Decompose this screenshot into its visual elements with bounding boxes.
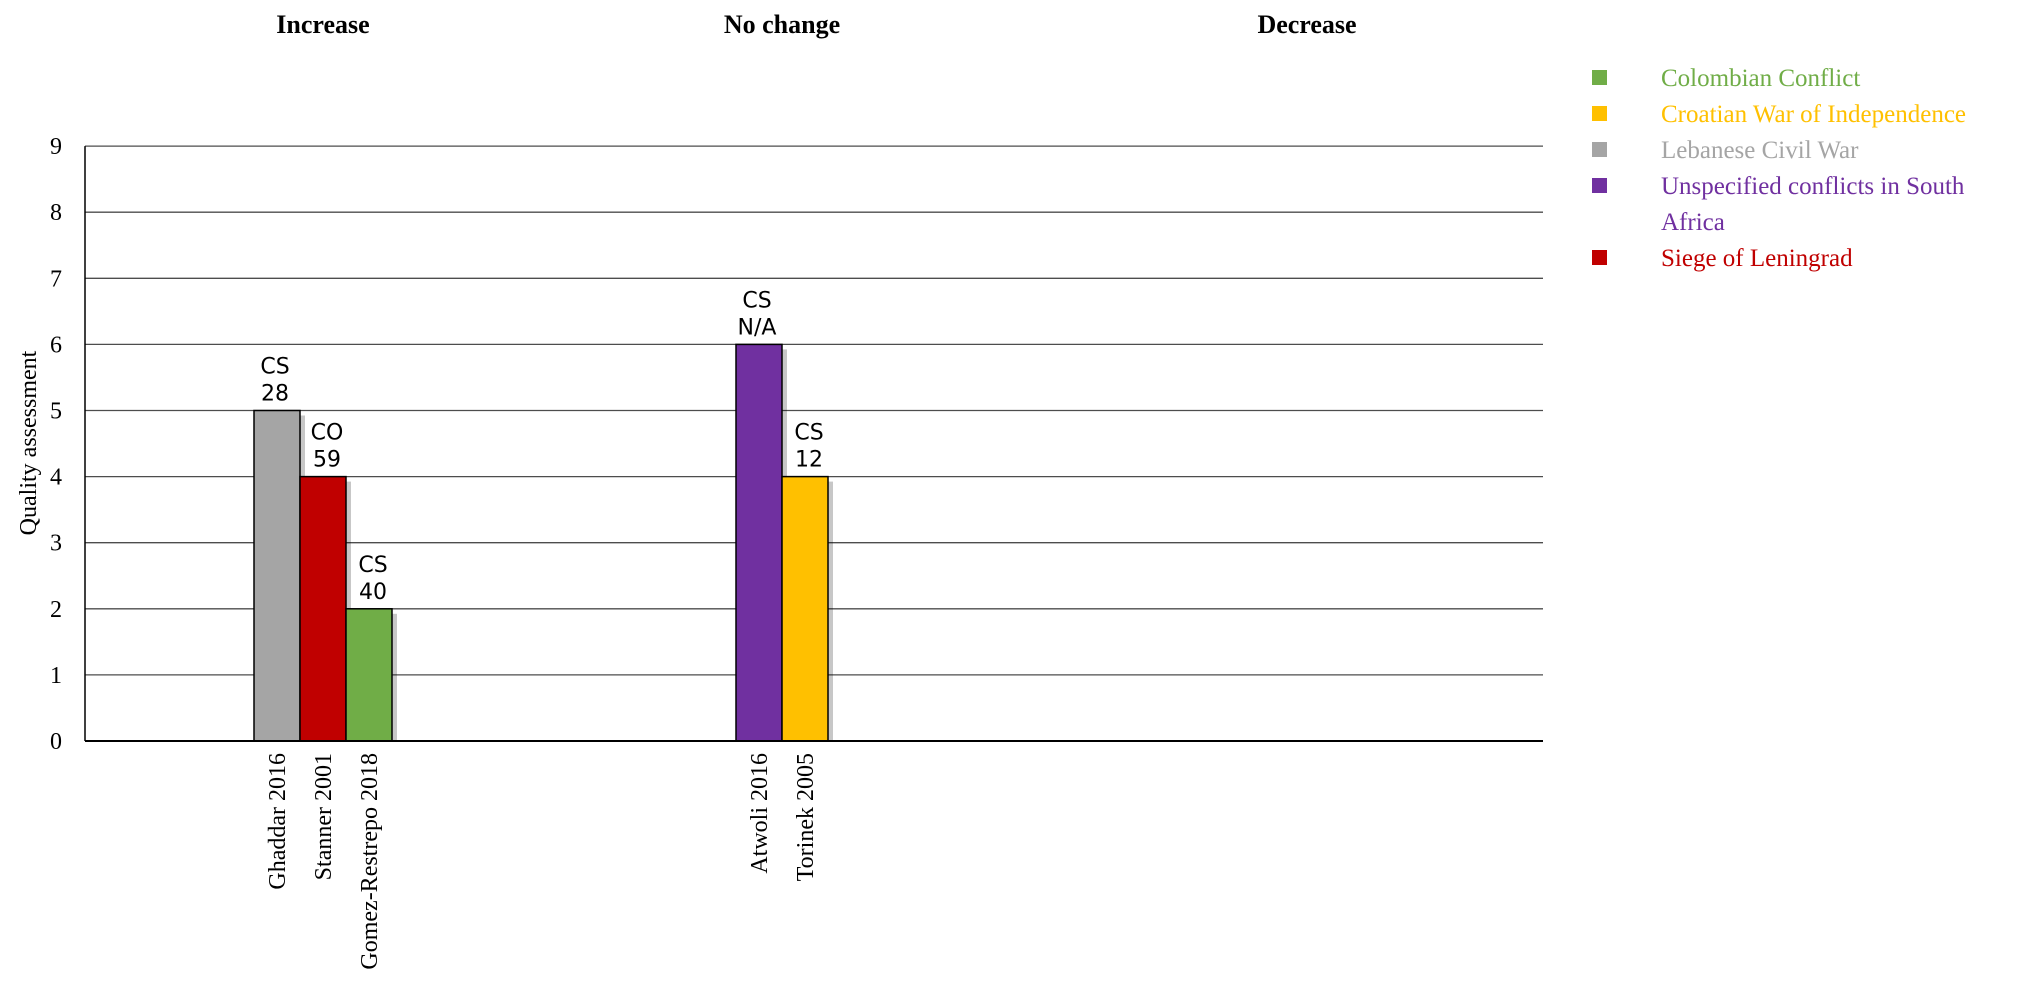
category-label: Stanner 2001 [311, 753, 337, 880]
bar-label-design: CS [794, 421, 823, 446]
group-headers: Increase No change Decrease [276, 10, 1356, 39]
y-axis-title: Quality assessment [16, 350, 42, 535]
group-header: Increase [276, 10, 369, 39]
legend: Colombian Conflict Croatian War of Indepe… [1592, 65, 1966, 272]
category-label: Torinek 2005 [793, 753, 819, 881]
bar [735, 343, 783, 742]
bar-label-design: CS [742, 288, 771, 313]
legend-label: Unspecified conflicts in South [1661, 173, 1965, 200]
y-axis-ticks: 0 1 2 3 4 5 6 7 8 9 [50, 134, 62, 755]
bar-label-n: 28 [261, 382, 289, 407]
y-tick-label: 2 [50, 597, 62, 623]
legend-label: Lebanese Civil War [1661, 137, 1859, 164]
group-header: Decrease [1257, 10, 1356, 39]
category-label: Atwoli 2016 [747, 753, 773, 874]
legend-label: Colombian Conflict [1661, 65, 1860, 92]
y-tick-label: 0 [50, 729, 62, 755]
legend-swatch [1592, 106, 1607, 121]
legend-swatch [1592, 70, 1607, 85]
category-label: Ghaddar 2016 [265, 753, 291, 890]
bar [299, 475, 347, 742]
bar-label-n: 59 [313, 448, 341, 473]
legend-label: Siege of Leningrad [1661, 245, 1853, 272]
bar [781, 475, 829, 742]
category-label: Gomez-Restrepo 2018 [357, 753, 383, 970]
bar-label-design: CS [358, 553, 387, 578]
y-tick-label: 4 [50, 465, 62, 491]
legend-label: Croatian War of Independence [1661, 101, 1966, 128]
bar-label-design: CO [311, 421, 344, 446]
y-tick-label: 7 [50, 266, 62, 292]
axes [84, 146, 1543, 742]
y-tick-label: 6 [50, 332, 62, 358]
bar [345, 608, 393, 742]
y-tick-label: 3 [50, 531, 62, 557]
y-tick-label: 8 [50, 200, 62, 226]
legend-swatch [1592, 178, 1607, 193]
bar-label-n: N/A [738, 315, 777, 340]
category-labels: Ghaddar 2016 Stanner 2001 Gomez-Restrepo 2… [265, 753, 819, 970]
bars [253, 343, 833, 742]
legend-swatch [1592, 142, 1607, 157]
legend-swatch [1592, 250, 1607, 265]
y-tick-label: 1 [50, 663, 62, 689]
bar-label-n: 40 [359, 580, 387, 605]
y-tick-label: 5 [50, 399, 62, 425]
legend-label: Africa [1661, 209, 1725, 236]
y-tick-label: 9 [50, 134, 62, 160]
group-header: No change [724, 10, 840, 39]
bar-label-n: 12 [795, 448, 823, 473]
bar-label-design: CS [260, 355, 289, 380]
bar [253, 409, 301, 742]
